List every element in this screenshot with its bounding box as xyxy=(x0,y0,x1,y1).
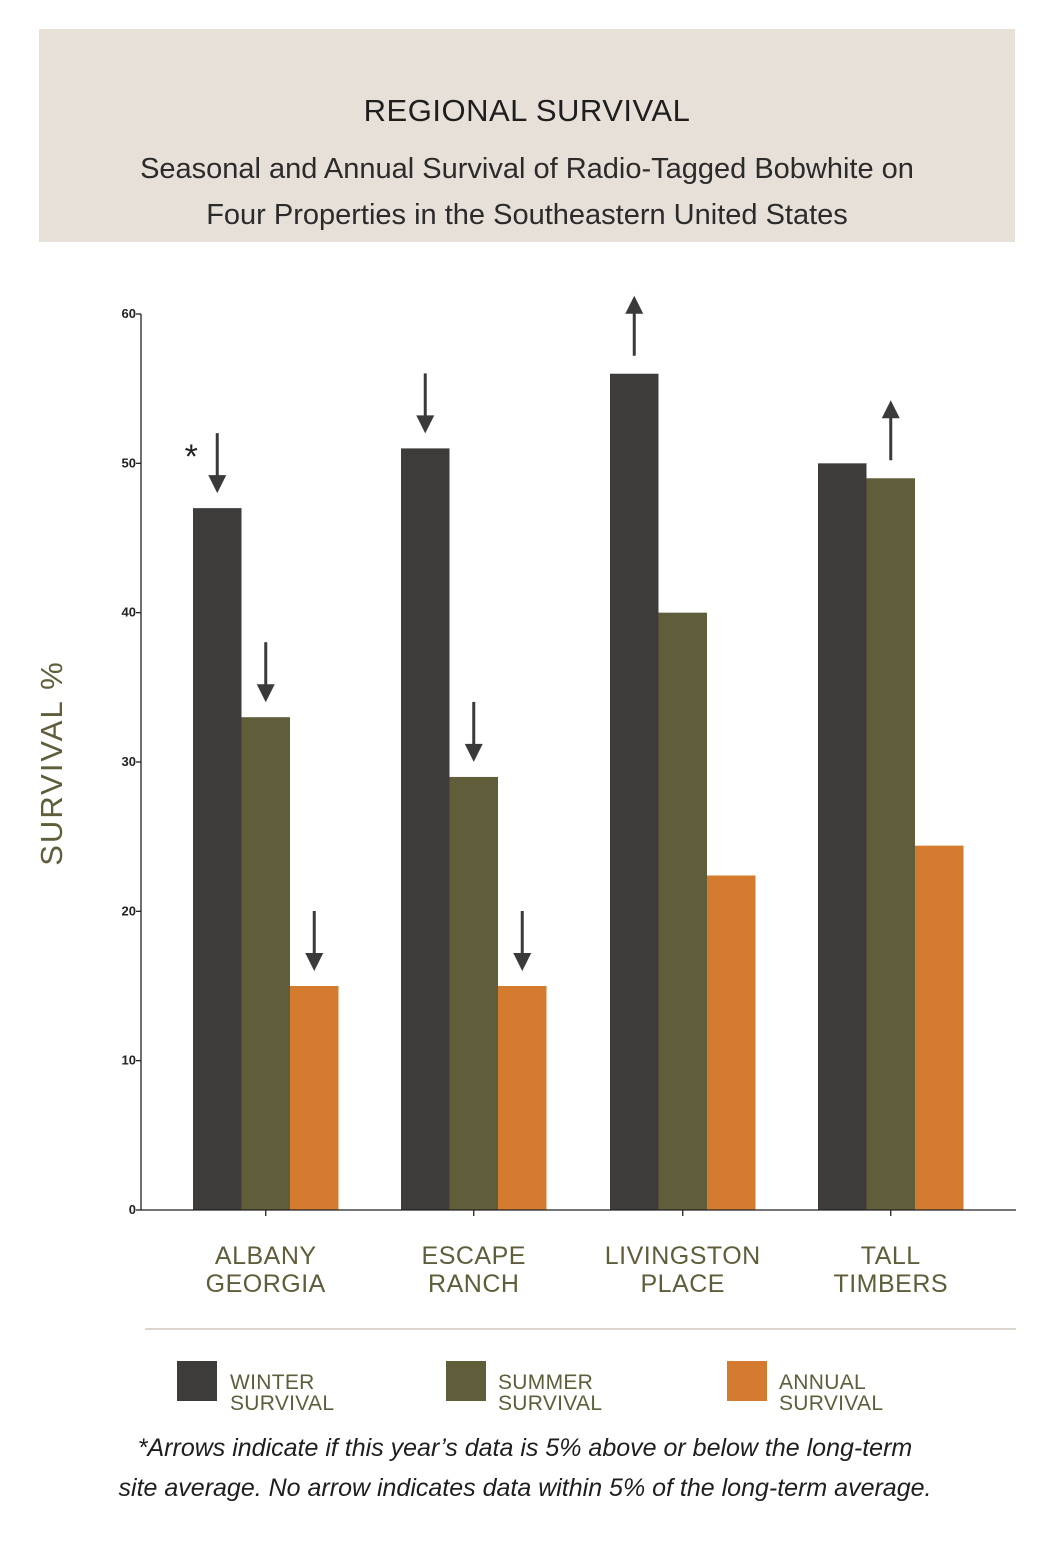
legend-label-winter: WINTER SURVIVAL xyxy=(230,1371,335,1415)
category-label-3-line-0: TALL xyxy=(861,1242,921,1270)
chart-title: REGIONAL SURVIVAL xyxy=(363,93,691,128)
y-tick-label-0: 0 xyxy=(129,1202,136,1217)
legend-swatch-winter xyxy=(177,1361,217,1401)
chart-subtitle: Seasonal and Annual Survival of Radio-Ta… xyxy=(39,146,1015,238)
bar-summer-3 xyxy=(866,478,915,1210)
category-label-2-line-0: LIVINGSTON xyxy=(605,1242,761,1270)
category-label-2-line-1: PLACE xyxy=(641,1270,725,1298)
y-tick-label-30: 30 xyxy=(122,754,136,769)
legend-swatch-summer xyxy=(446,1361,486,1401)
subtitle-line-1: Seasonal and Annual Survival of Radio-Ta… xyxy=(140,153,914,185)
bar-annual-0 xyxy=(290,986,339,1210)
trend-arrow-up-7 xyxy=(881,400,900,461)
y-tick-label-10: 10 xyxy=(122,1053,136,1068)
legend-label-annual: ANNUAL SURVIVAL xyxy=(779,1371,884,1415)
category-label-0-line-0: ALBANY xyxy=(215,1242,317,1270)
bar-winter-3 xyxy=(818,463,867,1210)
bar-annual-2 xyxy=(707,875,756,1210)
category-label-3-line-1: TIMBERS xyxy=(833,1270,948,1298)
y-axis-label: SURVIVAL % xyxy=(34,660,69,866)
trend-arrow-down-5 xyxy=(513,911,532,971)
chart-header: REGIONAL SURVIVAL Seasonal and Annual Su… xyxy=(39,29,1015,242)
legend-swatch-annual xyxy=(727,1361,767,1401)
bar-winter-2 xyxy=(610,373,659,1210)
trend-arrow-down-0 xyxy=(208,433,227,494)
trend-arrow-down-3 xyxy=(416,373,435,434)
asterisk-marker: * xyxy=(185,438,198,476)
bar-annual-3 xyxy=(915,845,964,1210)
legend-label-summer: SUMMER SURVIVAL xyxy=(498,1371,603,1415)
bar-winter-1 xyxy=(401,448,450,1210)
bar-summer-0 xyxy=(241,717,290,1210)
bar-winter-0 xyxy=(193,508,242,1211)
trend-arrow-down-1 xyxy=(256,642,275,703)
y-tick-label-50: 50 xyxy=(122,455,136,470)
footnote-line-1: *Arrows indicate if this year’s data is … xyxy=(137,1434,913,1462)
trend-arrow-down-2 xyxy=(305,911,324,971)
footnote: *Arrows indicate if this year’s data is … xyxy=(0,1428,1050,1508)
subtitle-line-2: Four Properties in the Southeastern Unit… xyxy=(206,199,848,231)
bar-annual-1 xyxy=(498,986,547,1210)
category-label-1-line-0: ESCAPE xyxy=(422,1242,526,1270)
legend-divider xyxy=(145,1328,1016,1330)
footnote-line-2: site average. No arrow indicates data wi… xyxy=(118,1474,932,1502)
bar-summer-2 xyxy=(658,612,707,1210)
category-label-1-line-1: RANCH xyxy=(428,1270,519,1298)
trend-arrow-down-4 xyxy=(464,701,483,762)
y-tick-label-20: 20 xyxy=(122,903,136,918)
y-tick-label-40: 40 xyxy=(122,605,136,620)
y-tick-label-60: 60 xyxy=(122,306,136,321)
category-label-0-line-1: GEORGIA xyxy=(206,1270,326,1298)
bar-summer-1 xyxy=(449,776,498,1210)
trend-arrow-up-6 xyxy=(625,295,644,356)
